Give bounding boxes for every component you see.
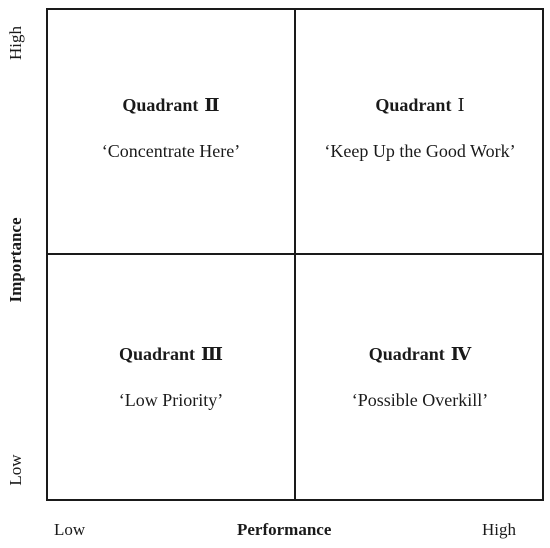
quadrant-2-numeral: Ⅱ <box>204 95 220 115</box>
quadrant-3-subtitle: ‘Low Priority’ <box>118 390 224 410</box>
x-axis-title: Performance <box>237 520 332 539</box>
quadrant-1: Quadrant Ⅰ ‘Keep Up the Good Work’ <box>296 94 544 162</box>
quadrant-4-subtitle: ‘Possible Overkill’ <box>351 390 489 410</box>
quadrant-1-title: Quadrant Ⅰ <box>296 94 544 116</box>
quadrant-1-title-text: Quadrant <box>375 95 452 115</box>
quadrant-2-subtitle: ‘Concentrate Here’ <box>101 141 241 161</box>
quadrant-3-title: Quadrant Ⅲ <box>48 343 294 365</box>
quadrant-2-title: Quadrant Ⅱ <box>48 94 294 116</box>
quadrant-4-numeral: Ⅳ <box>450 344 472 364</box>
quadrant-3-numeral: Ⅲ <box>201 344 223 364</box>
quadrant-1-numeral: Ⅰ <box>457 95 465 115</box>
quadrant-2: Quadrant Ⅱ ‘Concentrate Here’ <box>48 94 294 162</box>
quadrant-4-title-text: Quadrant <box>368 344 445 364</box>
x-axis-low-label: Low <box>54 520 86 539</box>
quadrant-3: Quadrant Ⅲ ‘Low Priority’ <box>48 343 294 411</box>
quadrant-4: Quadrant Ⅳ ‘Possible Overkill’ <box>296 343 544 411</box>
quadrant-2-title-text: Quadrant <box>122 95 199 115</box>
x-axis-high-label: High <box>482 520 516 539</box>
y-axis-high-label: High <box>6 26 25 60</box>
quadrant-3-title-text: Quadrant <box>119 344 196 364</box>
y-axis-low-label: Low <box>6 454 25 486</box>
quadrant-4-title: Quadrant Ⅳ <box>296 343 544 365</box>
horizontal-divider <box>46 253 544 255</box>
y-axis-title: Importance <box>6 217 25 303</box>
quadrant-1-subtitle: ‘Keep Up the Good Work’ <box>324 141 516 161</box>
